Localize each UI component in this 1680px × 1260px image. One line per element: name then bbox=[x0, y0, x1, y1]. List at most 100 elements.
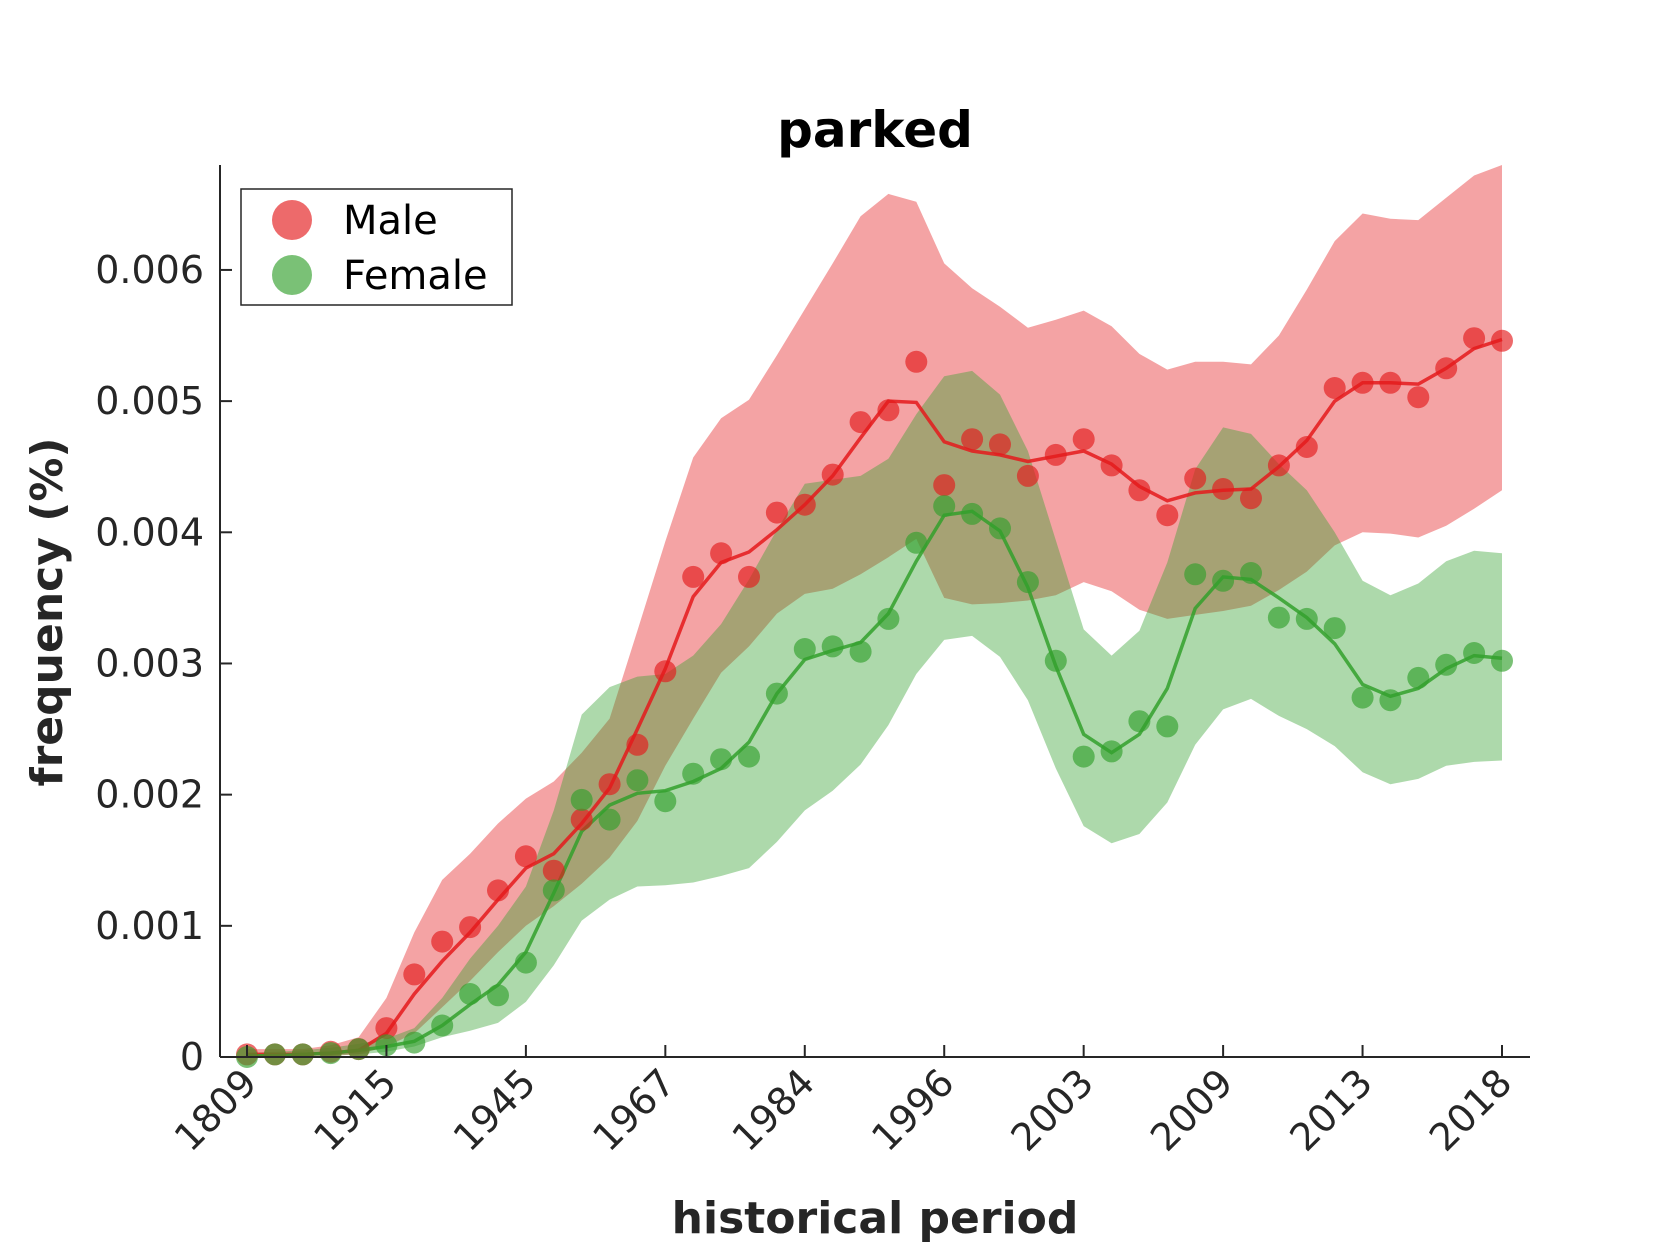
male-point bbox=[542, 859, 565, 882]
female-point bbox=[1212, 569, 1235, 592]
female-point bbox=[1267, 606, 1290, 629]
x-tick-label: 1915 bbox=[305, 1060, 405, 1160]
male-point bbox=[877, 399, 900, 422]
male-point bbox=[1295, 436, 1318, 458]
male-point bbox=[1435, 357, 1458, 380]
male-point bbox=[1016, 464, 1039, 487]
male-point bbox=[710, 542, 733, 565]
female-point bbox=[738, 745, 760, 768]
female-point bbox=[1044, 649, 1067, 672]
y-tick-label: 0.001 bbox=[95, 904, 204, 948]
female-point bbox=[989, 517, 1011, 540]
female-point bbox=[570, 788, 593, 811]
male-point bbox=[459, 916, 482, 939]
x-tick-label: 2003 bbox=[1003, 1060, 1103, 1160]
female-point bbox=[487, 984, 509, 1007]
x-tick-label: 1945 bbox=[445, 1060, 545, 1160]
female-point bbox=[1295, 607, 1318, 630]
axes bbox=[219, 165, 1530, 1058]
female-point bbox=[1379, 689, 1402, 712]
x-tick-label: 2018 bbox=[1421, 1060, 1521, 1160]
chart-title: parked bbox=[777, 101, 973, 159]
male-point bbox=[375, 1017, 398, 1040]
x-tick-label: 1996 bbox=[863, 1060, 963, 1160]
male-point bbox=[1184, 467, 1207, 490]
male-point bbox=[849, 411, 872, 434]
male-point bbox=[1463, 327, 1486, 350]
male-point bbox=[933, 474, 956, 497]
female-point bbox=[821, 635, 844, 658]
male-point bbox=[1351, 371, 1374, 394]
female-point bbox=[1463, 642, 1486, 664]
female-point bbox=[933, 495, 956, 518]
male-point bbox=[682, 565, 705, 588]
male-point bbox=[487, 879, 509, 902]
legend-female-marker bbox=[272, 255, 312, 295]
female-trend-line bbox=[247, 509, 1503, 1058]
female-point bbox=[682, 762, 705, 785]
male-point bbox=[1267, 454, 1290, 477]
female-point bbox=[263, 1043, 286, 1066]
female-point bbox=[459, 983, 482, 1005]
male-point bbox=[1100, 454, 1123, 477]
legend-male-label: Male bbox=[343, 198, 438, 244]
male-point bbox=[765, 501, 788, 524]
male-point bbox=[1379, 371, 1402, 394]
male-point bbox=[989, 433, 1011, 456]
female-point bbox=[1156, 715, 1179, 738]
female-point bbox=[291, 1043, 314, 1066]
x-tick-label: 1984 bbox=[724, 1060, 824, 1160]
male-point bbox=[1407, 386, 1430, 409]
female-point bbox=[877, 607, 900, 630]
female-point bbox=[1100, 740, 1123, 763]
y-axis-title: frequency (%) bbox=[22, 437, 73, 786]
male-point bbox=[793, 493, 816, 516]
legend-male-marker bbox=[272, 200, 312, 240]
male-point bbox=[1128, 479, 1151, 502]
male-point bbox=[1212, 478, 1235, 500]
trend-lines bbox=[247, 337, 1503, 1058]
male-point bbox=[626, 733, 649, 756]
y-tick-label: 0.004 bbox=[95, 510, 204, 554]
female-point bbox=[347, 1038, 370, 1061]
male-point bbox=[1072, 428, 1095, 451]
female-point bbox=[431, 1014, 454, 1037]
y-ticks: 0 0.001 0.002 0.003 0.004 0.005 0.006 bbox=[95, 248, 232, 1079]
male-confidence-band bbox=[247, 165, 1502, 1056]
male-point bbox=[598, 773, 621, 796]
female-point bbox=[1128, 710, 1151, 733]
x-tick-label: 1967 bbox=[584, 1060, 684, 1160]
male-point bbox=[570, 808, 593, 831]
male-point bbox=[1240, 487, 1262, 510]
x-ticks: 1809 1915 1945 1967 1984 1996 2003 2009 2013 2018 bbox=[166, 1045, 1521, 1160]
female-point bbox=[1323, 617, 1346, 640]
female-point bbox=[319, 1042, 342, 1065]
female-point bbox=[514, 951, 537, 974]
female-point bbox=[654, 790, 677, 813]
data-points bbox=[236, 327, 1513, 1068]
x-tick-label: 2013 bbox=[1281, 1060, 1381, 1160]
legend: Male Female bbox=[240, 188, 513, 306]
male-point bbox=[1044, 443, 1067, 466]
y-tick-label: 0.003 bbox=[95, 641, 204, 685]
female-point bbox=[793, 638, 816, 660]
female-point bbox=[849, 640, 872, 663]
female-point bbox=[905, 531, 928, 554]
male-point bbox=[514, 845, 537, 868]
female-point bbox=[1351, 686, 1374, 709]
male-point bbox=[1491, 329, 1513, 352]
female-point bbox=[542, 879, 565, 902]
y-tick-label: 0.002 bbox=[95, 773, 204, 817]
female-point bbox=[765, 682, 788, 705]
female-point bbox=[1072, 745, 1095, 768]
y-tick-label: 0 bbox=[180, 1035, 204, 1079]
y-tick-label: 0.005 bbox=[95, 379, 204, 423]
legend-female-label: Female bbox=[343, 253, 488, 299]
male-point bbox=[821, 463, 844, 486]
female-point bbox=[598, 808, 621, 831]
male-point bbox=[961, 428, 984, 451]
female-point bbox=[961, 502, 984, 525]
female-point bbox=[403, 1031, 426, 1054]
y-tick-label: 0.006 bbox=[95, 248, 204, 292]
